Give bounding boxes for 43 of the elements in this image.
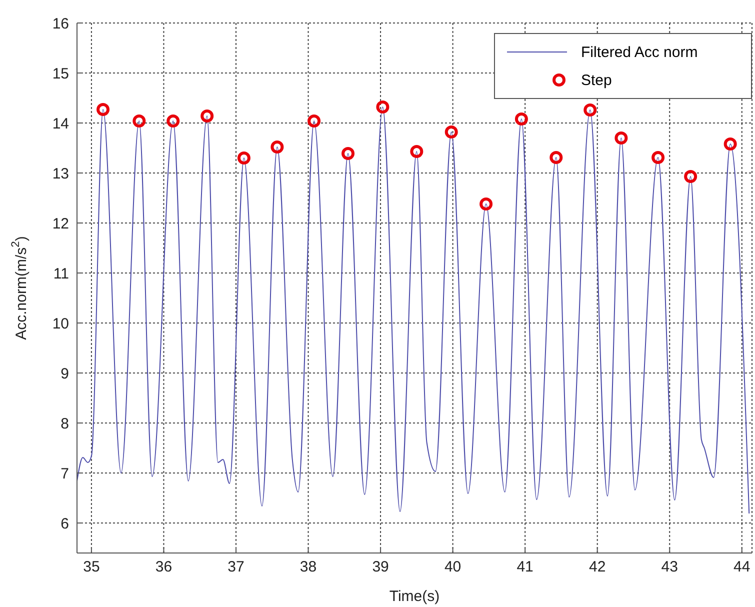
point <box>237 152 250 164</box>
x-tick-label: 40 <box>444 558 462 576</box>
x-tick-label: 44 <box>734 558 750 576</box>
point <box>342 147 355 160</box>
point <box>200 110 214 122</box>
point <box>724 138 737 150</box>
point <box>132 114 146 128</box>
y-tick-label: 6 <box>60 515 69 532</box>
point <box>614 132 628 144</box>
y-tick-label: 7 <box>60 465 69 482</box>
point <box>410 145 424 158</box>
point <box>550 151 563 164</box>
point <box>480 198 493 210</box>
point <box>652 151 665 164</box>
x-tick-label: 36 <box>155 558 172 576</box>
y-tick-label: 13 <box>52 165 69 182</box>
point <box>444 126 458 138</box>
x-tick-label: 37 <box>228 558 244 576</box>
y-tick-label: 16 <box>52 15 69 32</box>
x-tick-label: 43 <box>661 558 678 576</box>
x-tick-label: 38 <box>300 558 317 576</box>
legend-label: Step <box>581 72 612 88</box>
point <box>584 104 597 116</box>
y-tick-label: 10 <box>52 315 69 332</box>
point <box>308 114 321 128</box>
point <box>514 112 528 126</box>
x-tick-label: 41 <box>516 558 534 576</box>
x-tick-label: 35 <box>83 558 100 576</box>
point <box>166 114 180 128</box>
y-tick-label: 15 <box>52 65 69 82</box>
point <box>376 100 390 114</box>
y-tick-label: 9 <box>60 365 69 382</box>
point <box>270 140 284 154</box>
legend-label: Filtered Acc norm <box>581 44 698 60</box>
x-tick-label: 39 <box>372 558 389 576</box>
y-tick-label: 8 <box>60 415 69 432</box>
y-tick-label: 14 <box>52 115 69 132</box>
y-tick-label: 11 <box>53 265 69 282</box>
y-tick-label: 12 <box>52 215 69 232</box>
x-tick-label: 42 <box>589 558 606 576</box>
point <box>684 170 698 183</box>
point <box>96 103 110 116</box>
x-axis-title: Time(s) <box>389 588 440 605</box>
